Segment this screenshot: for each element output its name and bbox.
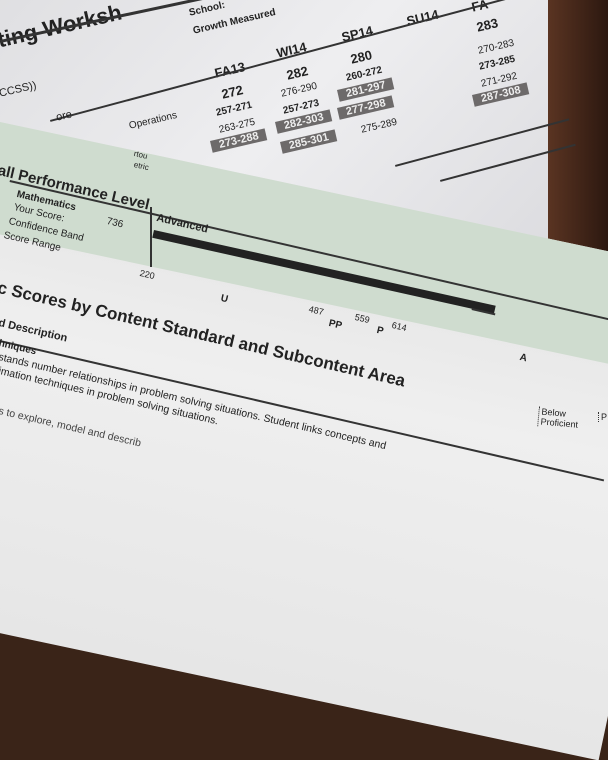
column-below-proficient: Below Proficient [537, 406, 580, 430]
box-divider [150, 207, 152, 267]
column-next: P [598, 412, 607, 422]
